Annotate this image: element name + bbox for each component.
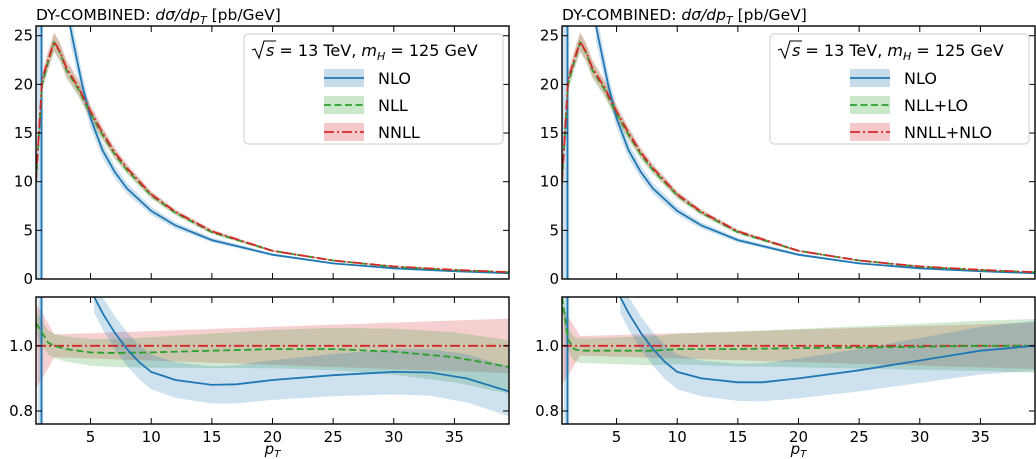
ratio-y-tick-label: 1.0 bbox=[535, 337, 559, 355]
ratio-y-tick-label: 0.8 bbox=[9, 402, 33, 420]
x-axis-label: pT bbox=[264, 440, 282, 459]
ann-mass: = 125 GeV bbox=[385, 41, 477, 60]
ratio-line-green bbox=[36, 322, 509, 368]
legend-label: NLO bbox=[378, 69, 411, 88]
xlabel-main: p bbox=[264, 440, 275, 458]
x-tick-label: 20 bbox=[789, 428, 808, 446]
ann-msub: H bbox=[377, 50, 385, 63]
y-tick-label: 10 bbox=[540, 173, 559, 191]
ratio-y-tick-label: 0.8 bbox=[535, 402, 559, 420]
x-axis-label: pT bbox=[790, 440, 808, 459]
series-line-nlo bbox=[69, 26, 509, 275]
legend-annotation: s = 13 TeV, mH = 125 GeV bbox=[792, 41, 1004, 63]
ratio-plot-area bbox=[36, 297, 509, 424]
ann-s: s bbox=[266, 41, 274, 60]
x-tick-label: 20 bbox=[263, 428, 282, 446]
y-tick-label: 25 bbox=[540, 27, 559, 45]
legend-box bbox=[243, 33, 504, 145]
title-prefix: DY-COMBINED: bbox=[562, 6, 681, 24]
ratio-line-blue bbox=[93, 297, 509, 393]
main-plot-area bbox=[36, 26, 509, 279]
y-tick-label: 25 bbox=[14, 27, 33, 45]
chart-title: DY-COMBINED: dσ/dpT [pb/GeV] bbox=[562, 6, 807, 27]
ann-msub: H bbox=[903, 50, 911, 63]
ann-m: m bbox=[887, 41, 903, 60]
sqrt-sign bbox=[251, 40, 276, 60]
title-units: [pb/GeV] bbox=[207, 6, 281, 24]
ann-s: s bbox=[792, 41, 800, 60]
ann-mass: = 125 GeV bbox=[911, 41, 1003, 60]
title-subscript: T bbox=[200, 14, 208, 27]
x-tick-label: 15 bbox=[728, 428, 747, 446]
y-tick-label: 20 bbox=[14, 75, 33, 93]
legend-label: NLL bbox=[378, 96, 408, 115]
ratio-band-blue bbox=[620, 297, 1035, 402]
ratio-band-blue bbox=[94, 297, 509, 417]
legend-label: NLO bbox=[904, 69, 937, 88]
legend-label: NNLL bbox=[378, 123, 420, 142]
main-plot-area bbox=[562, 26, 1035, 279]
legend-label: NNLL+NLO bbox=[904, 123, 992, 142]
xlabel-sub: T bbox=[800, 449, 807, 459]
series-line-nlo bbox=[595, 26, 1035, 275]
title-math: dσ/dp bbox=[681, 6, 726, 24]
x-tick-label: 35 bbox=[445, 428, 464, 446]
x-tick-label: 10 bbox=[668, 428, 687, 446]
series-line-nll-lo bbox=[562, 40, 1035, 274]
ratio-plot-area bbox=[562, 297, 1035, 424]
ratio-band-green bbox=[562, 297, 1035, 373]
title-subscript: T bbox=[726, 14, 734, 27]
y-tick-label: 0 bbox=[549, 270, 559, 288]
legend-swatch-band bbox=[850, 96, 890, 114]
y-tick-label: 5 bbox=[23, 221, 33, 239]
ann-energy: = 13 TeV, bbox=[274, 41, 361, 60]
xlabel-sub: T bbox=[274, 449, 281, 459]
chart-title: DY-COMBINED: dσ/dpT [pb/GeV] bbox=[36, 6, 281, 27]
legend-label: NLL+LO bbox=[904, 96, 968, 115]
nlo-lowpt-band bbox=[562, 26, 570, 279]
x-tick-label: 30 bbox=[384, 428, 403, 446]
ann-energy: = 13 TeV, bbox=[800, 41, 887, 60]
sqrt-sign bbox=[777, 40, 802, 60]
y-tick-label: 15 bbox=[540, 124, 559, 142]
title-math: dσ/dp bbox=[155, 6, 200, 24]
ratio-line-blue bbox=[619, 297, 1035, 384]
x-tick-label: 35 bbox=[971, 428, 990, 446]
title-units: [pb/GeV] bbox=[733, 6, 807, 24]
legend-box bbox=[769, 33, 1030, 145]
x-tick-label: 5 bbox=[612, 428, 622, 446]
legend-swatch-band bbox=[324, 96, 364, 114]
x-tick-label: 5 bbox=[86, 428, 96, 446]
x-tick-label: 25 bbox=[850, 428, 869, 446]
x-tick-label: 30 bbox=[910, 428, 929, 446]
legend-annotation: s = 13 TeV, mH = 125 GeV bbox=[266, 41, 478, 63]
ratio-band-green bbox=[36, 311, 509, 394]
y-tick-label: 10 bbox=[14, 173, 33, 191]
x-tick-label: 25 bbox=[324, 428, 343, 446]
ratio-y-tick-label: 1.0 bbox=[9, 337, 33, 355]
x-tick-label: 15 bbox=[202, 428, 221, 446]
title-prefix: DY-COMBINED: bbox=[36, 6, 155, 24]
x-tick-label: 10 bbox=[142, 428, 161, 446]
ann-m: m bbox=[361, 41, 377, 60]
y-tick-label: 15 bbox=[14, 124, 33, 142]
series-line-nll bbox=[36, 40, 509, 274]
y-tick-label: 5 bbox=[549, 221, 559, 239]
y-tick-label: 20 bbox=[540, 75, 559, 93]
ratio-line-green bbox=[562, 297, 1035, 352]
nlo-lowpt-band bbox=[36, 26, 44, 279]
y-tick-label: 0 bbox=[23, 270, 33, 288]
xlabel-main: p bbox=[790, 440, 801, 458]
